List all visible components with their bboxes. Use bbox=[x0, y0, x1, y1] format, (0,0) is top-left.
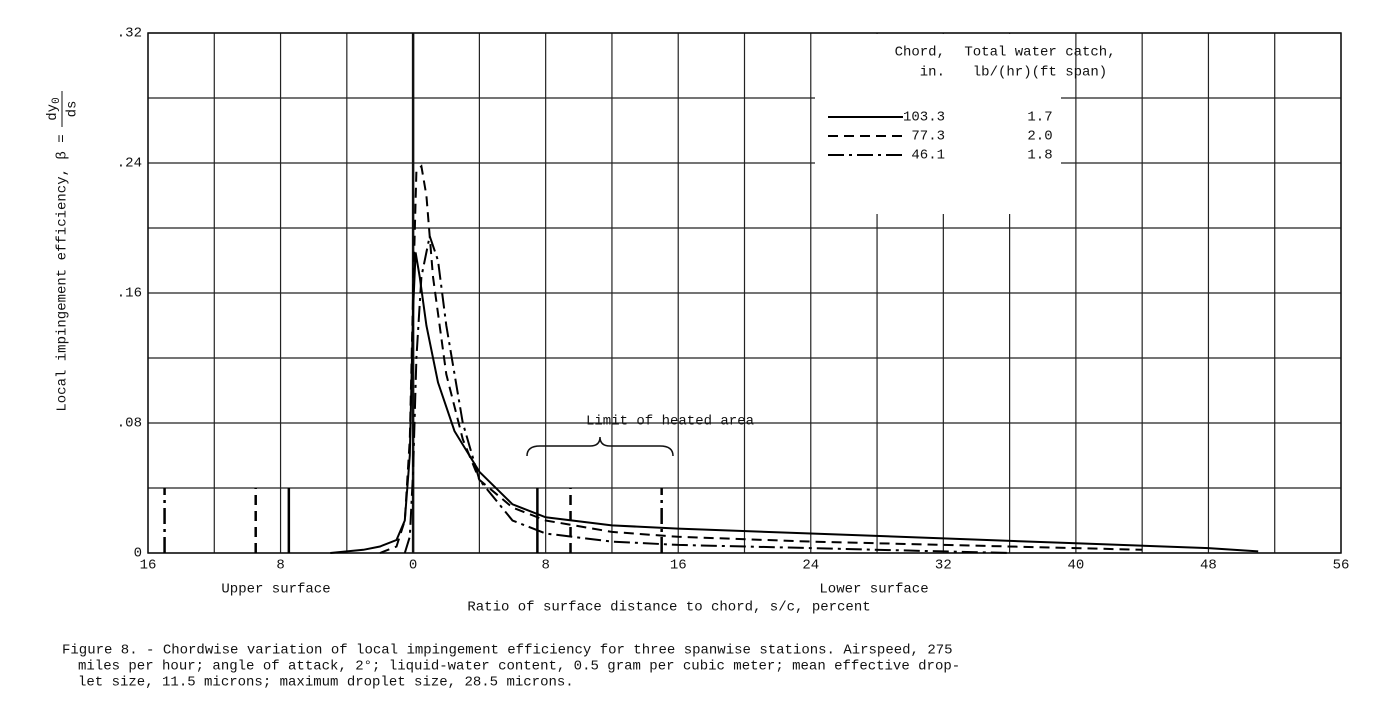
y-label-denominator: ds bbox=[65, 101, 81, 118]
x-tick-label: 16 bbox=[670, 558, 687, 574]
y-tick-label: .16 bbox=[117, 286, 142, 302]
annotation: Limit of heated area bbox=[586, 414, 754, 430]
y-tick-label: .24 bbox=[117, 156, 142, 172]
y-label-subscript: 0 bbox=[51, 97, 63, 104]
x-tick-label: 56 bbox=[1333, 558, 1350, 574]
legend-header: lb/(hr)(ft span) bbox=[973, 65, 1107, 81]
x-tick-label: 8 bbox=[541, 558, 549, 574]
legend-box bbox=[815, 34, 1061, 214]
brace bbox=[526, 436, 674, 457]
y-tick-label: .32 bbox=[117, 26, 142, 42]
caption: miles per hour; angle of attack, 2°; liq… bbox=[78, 659, 960, 675]
legend-label: 46.1 bbox=[911, 148, 945, 164]
legend-header: in. bbox=[920, 65, 945, 81]
x-tick-label: 8 bbox=[276, 558, 284, 574]
legend: Chord, in. Total water catch, lb/(hr)(ft sp… bbox=[815, 34, 1116, 214]
y-tick-label: .08 bbox=[117, 416, 142, 432]
legend-catch: 1.7 bbox=[1027, 110, 1052, 126]
legend-catch: 1.8 bbox=[1027, 148, 1052, 164]
legend-label: 77.3 bbox=[911, 129, 945, 145]
y-label-numerator: dy0 bbox=[45, 97, 63, 120]
legend-catch: 2.0 bbox=[1027, 129, 1052, 145]
legend-header: Total water catch, bbox=[964, 45, 1115, 61]
x-tick-label: 16 bbox=[140, 558, 157, 574]
y-axis-label-text: Local impingement efficiency, β = bbox=[55, 134, 71, 411]
line-series bbox=[379, 164, 1143, 554]
plot-frame bbox=[147, 32, 1342, 554]
annotation: Upper surface bbox=[221, 582, 330, 598]
x-tick-label: 0 bbox=[409, 558, 417, 574]
y-tick-label: 0 bbox=[134, 546, 142, 562]
x-tick-label: 24 bbox=[802, 558, 819, 574]
line-series bbox=[403, 232, 1010, 554]
y-label-numerator-text: dy bbox=[45, 104, 61, 121]
x-tick-label: 32 bbox=[935, 558, 952, 574]
annotation: Lower surface bbox=[819, 582, 928, 598]
legend-label: 103.3 bbox=[903, 110, 945, 126]
x-axis-label: Ratio of surface distance to chord, s/c,… bbox=[467, 600, 870, 616]
legend-header: Chord, bbox=[895, 45, 945, 61]
caption: Figure 8. - Chordwise variation of local… bbox=[62, 643, 953, 659]
x-tick-label: 40 bbox=[1067, 558, 1084, 574]
x-tick-label: 48 bbox=[1200, 558, 1217, 574]
y-axis-label: Local impingement efficiency, β = dy0 ds bbox=[45, 91, 81, 412]
caption: let size, 11.5 microns; maximum droplet … bbox=[78, 675, 574, 691]
